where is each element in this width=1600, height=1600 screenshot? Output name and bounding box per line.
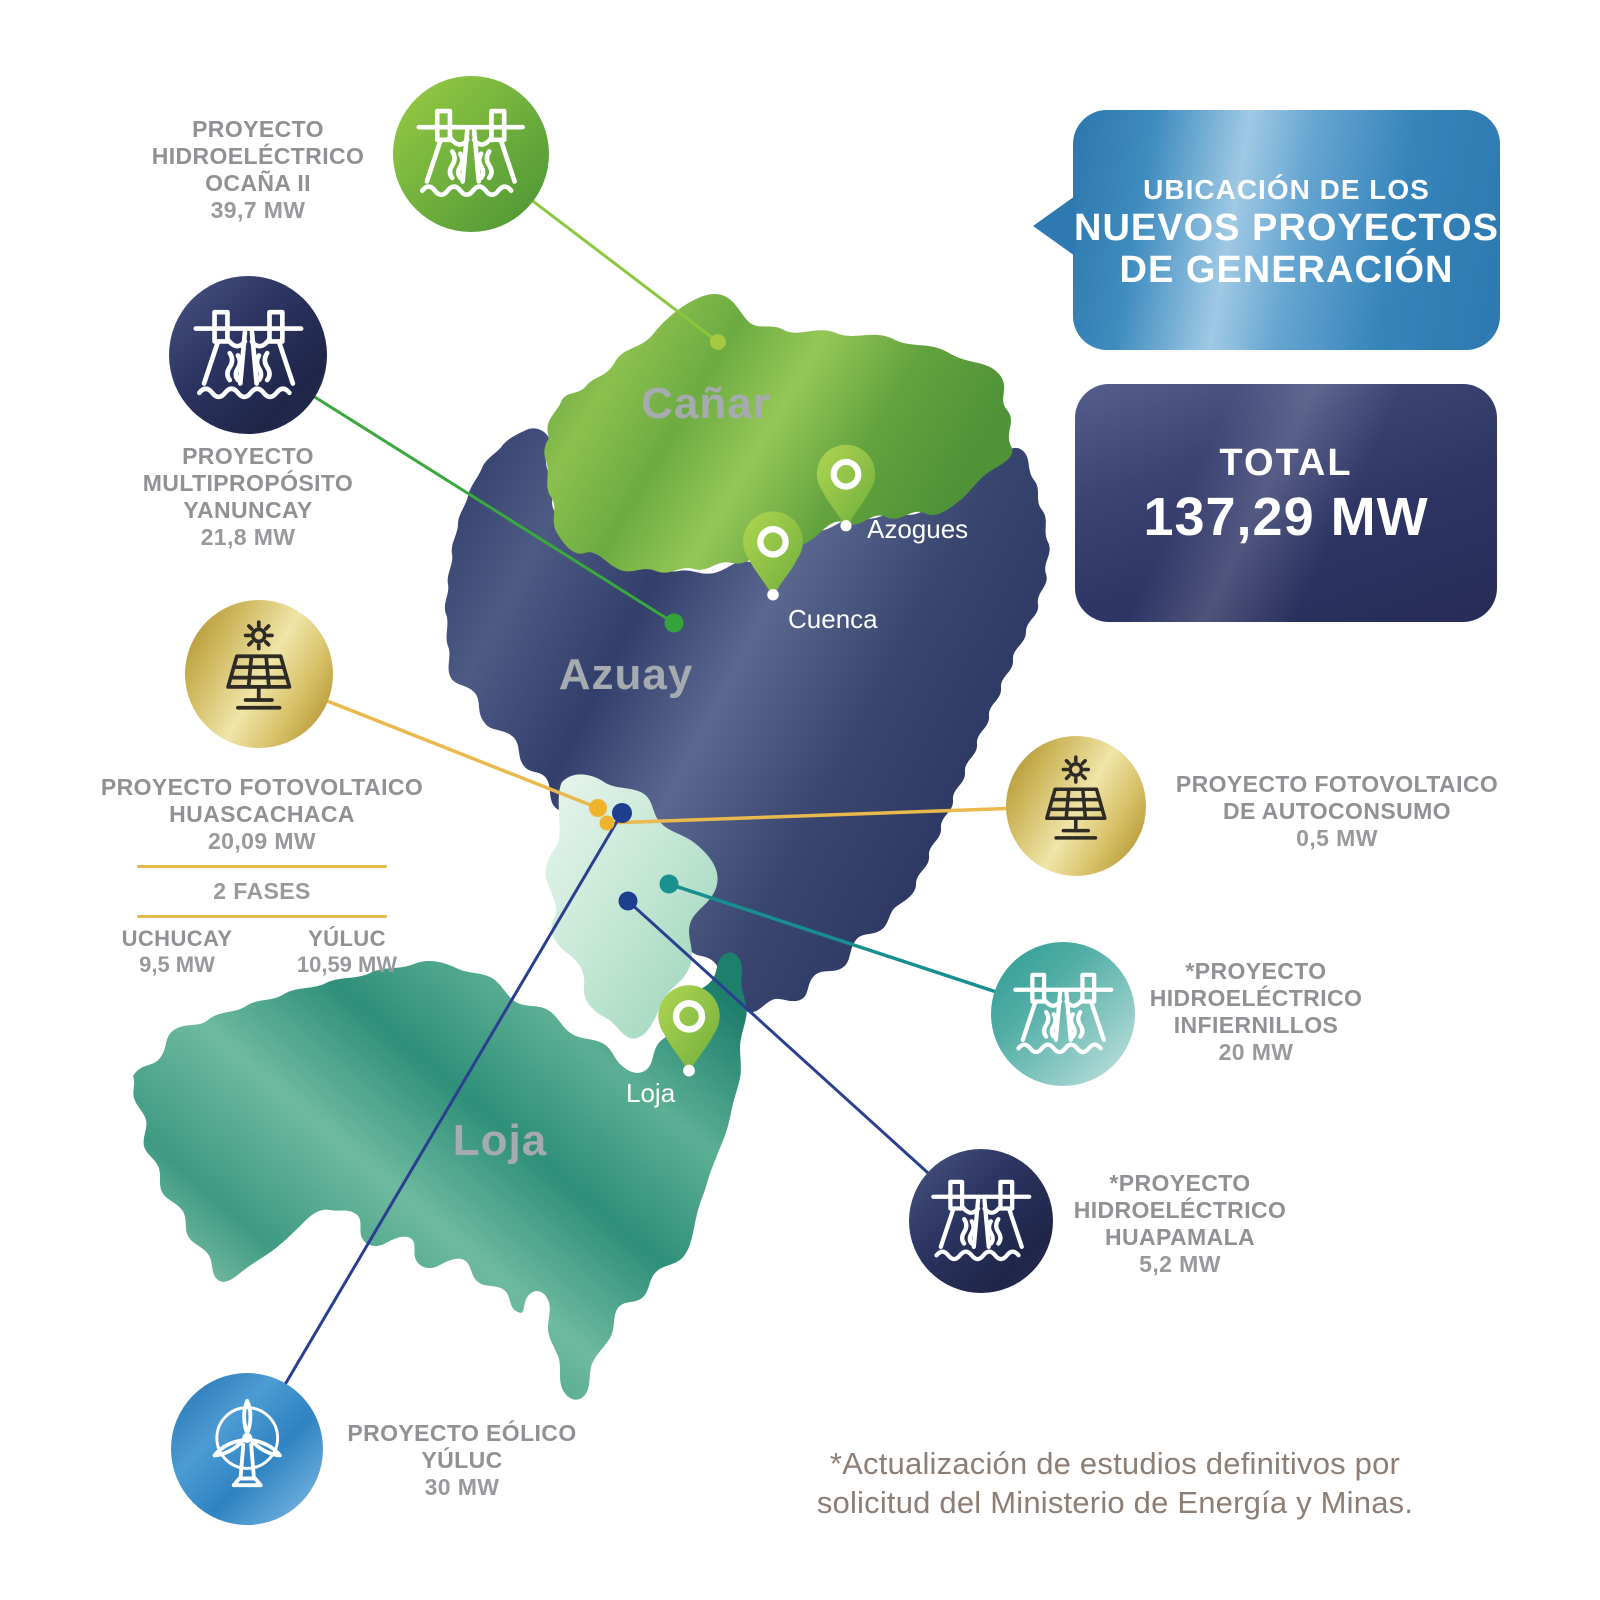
footnote: *Actualización de estudios definitivos p… <box>795 1444 1435 1522</box>
project-name-line: *PROYECTO <box>1109 1170 1251 1196</box>
project-name-line: HUAPAMALA <box>1104 1224 1256 1250</box>
project-name-line: *PROYECTO <box>1185 958 1327 984</box>
project-name-line: HIDROELÉCTRICO <box>151 143 365 169</box>
connector-line-autoconsumo <box>606 804 1077 825</box>
project-icon-huascachaca <box>185 600 333 748</box>
project-capacity: 39,7 MW <box>210 197 306 223</box>
province-label-loja: Loja <box>453 1116 547 1165</box>
total-capacity-box: TOTAL 137,29 MW <box>1075 384 1497 622</box>
total-value: 137,29 MW <box>1143 487 1429 547</box>
project-label-infiernillos: *PROYECTO HIDROELÉCTRICO INFIERNILLOS 20… <box>1096 958 1416 1066</box>
hydro-dam-icon <box>193 309 303 399</box>
project-name-line: PROYECTO <box>182 443 314 469</box>
project-icon-huapamala <box>909 1149 1053 1293</box>
project-capacity: 20,09 MW <box>207 828 316 854</box>
footnote-line-2: solicitud del Ministerio de Energía y Mi… <box>816 1485 1414 1520</box>
map-dot-yuluc-site <box>612 803 632 823</box>
banner-arrow-tail <box>1033 196 1075 256</box>
project-capacity: 20 MW <box>1218 1039 1294 1065</box>
connector-line-yanuncay <box>247 353 675 625</box>
city-label-azogues: Azogues <box>867 514 968 544</box>
solar-panel-icon <box>1045 755 1107 840</box>
project-name-line: INFIERNILLOS <box>1173 1012 1339 1038</box>
subproject-capacity: 9,5 MW <box>139 952 215 977</box>
hydro-dam-icon <box>1012 972 1114 1054</box>
footnote-line-1: *Actualización de estudios definitivos p… <box>829 1446 1401 1481</box>
subproject-uchucay: UCHUCAY 9,5 MW <box>92 928 262 976</box>
city-pin-loja <box>658 985 720 1077</box>
wind-turbine-icon <box>212 1398 282 1487</box>
subproject-name: YÚLUC <box>308 926 386 951</box>
map-dot-yanuncay-site <box>664 613 684 633</box>
city-label-loja: Loja <box>626 1078 676 1108</box>
solar-panel-icon <box>226 620 292 710</box>
project-capacity: 30 MW <box>424 1474 500 1500</box>
title-banner: UBICACIÓN DE LOS NUEVOS PROYECTOS DE GEN… <box>1033 110 1500 350</box>
project-label-yuluc-eolico: PROYECTO EÓLICO YÚLUC 30 MW <box>302 1420 622 1501</box>
hydro-dam-icon <box>930 1179 1032 1261</box>
project-icon-yanuncay <box>169 276 327 434</box>
province-canar-shape <box>544 293 1013 573</box>
banner-line-2: NUEVOS PROYECTOS <box>1074 207 1499 249</box>
banner-line-3: DE GENERACIÓN <box>1119 249 1454 291</box>
city-label-cuenca: Cuenca <box>788 604 878 634</box>
project-name-line: PROYECTO EÓLICO <box>347 1420 577 1446</box>
project-name-line: OCAÑA II <box>205 170 311 196</box>
project-label-ocana: PROYECTO HIDROELÉCTRICO OCAÑA II 39,7 MW <box>98 116 418 224</box>
province-label-canar: Cañar <box>641 379 771 428</box>
map-dot-autoconsumo-site <box>599 815 615 831</box>
project-icon-autoconsumo <box>1006 736 1146 876</box>
hydro-dam-icon <box>416 108 526 198</box>
total-label: TOTAL <box>1219 442 1353 484</box>
project-name-line: DE AUTOCONSUMO <box>1223 798 1451 824</box>
city-pin-cuenca <box>743 511 803 601</box>
project-name-line: MULTIPROPÓSITO <box>142 470 354 496</box>
project-name-line: PROYECTO <box>192 116 324 142</box>
connector-line-yuluc-eolico <box>245 812 624 1450</box>
project-capacity: 21,8 MW <box>200 524 296 550</box>
project-capacity: 0,5 MW <box>1296 825 1378 851</box>
project-icon-yuluc-eolico <box>171 1373 323 1525</box>
connector-line-huapamala <box>626 899 983 1223</box>
project-icon-ocana <box>393 76 549 232</box>
project-label-huapamala: *PROYECTO HIDROELÉCTRICO HUAPAMALA 5,2 M… <box>1020 1170 1340 1278</box>
project-name-line: PROYECTO FOTOVOLTAICO <box>100 774 424 800</box>
province-loja-shape <box>133 952 747 1400</box>
map-dot-infiernillos-site <box>659 874 679 894</box>
project-phases: 2 FASES <box>213 878 311 904</box>
subproject-capacity: 10,59 MW <box>296 952 398 977</box>
divider <box>137 865 387 868</box>
map-dot-ocana-site <box>710 334 726 350</box>
map-dot-huascachaca-site <box>589 799 607 817</box>
banner-line-1: UBICACIÓN DE LOS <box>1143 174 1430 205</box>
project-name-line: HIDROELÉCTRICO <box>1073 1197 1287 1223</box>
subproject-name: UCHUCAY <box>121 926 233 951</box>
project-icon-infiernillos <box>991 942 1135 1086</box>
project-name-line: PROYECTO FOTOVOLTAICO <box>1175 771 1499 797</box>
project-name-line: HIDROELÉCTRICO <box>1149 985 1363 1011</box>
province-label-azuay: Azuay <box>559 650 694 699</box>
project-label-autoconsumo: PROYECTO FOTOVOLTAICO DE AUTOCONSUMO 0,5… <box>1167 771 1507 852</box>
city-pin-azogues <box>816 444 876 532</box>
subproject-yuluc: YÚLUC 10,59 MW <box>262 928 432 976</box>
project-label-huascachaca: PROYECTO FOTOVOLTAICO HUASCACHACA 20,09 … <box>92 774 432 976</box>
project-name-line: HUASCACHACA <box>169 801 355 827</box>
project-capacity: 5,2 MW <box>1139 1251 1221 1277</box>
map-dot-huapamala-site <box>618 891 638 911</box>
project-name-line: YÚLUC <box>421 1447 503 1473</box>
project-label-yanuncay: PROYECTO MULTIPROPÓSITO YANUNCAY 21,8 MW <box>88 443 408 551</box>
divider <box>137 915 387 918</box>
project-name-line: YANUNCAY <box>183 497 313 523</box>
